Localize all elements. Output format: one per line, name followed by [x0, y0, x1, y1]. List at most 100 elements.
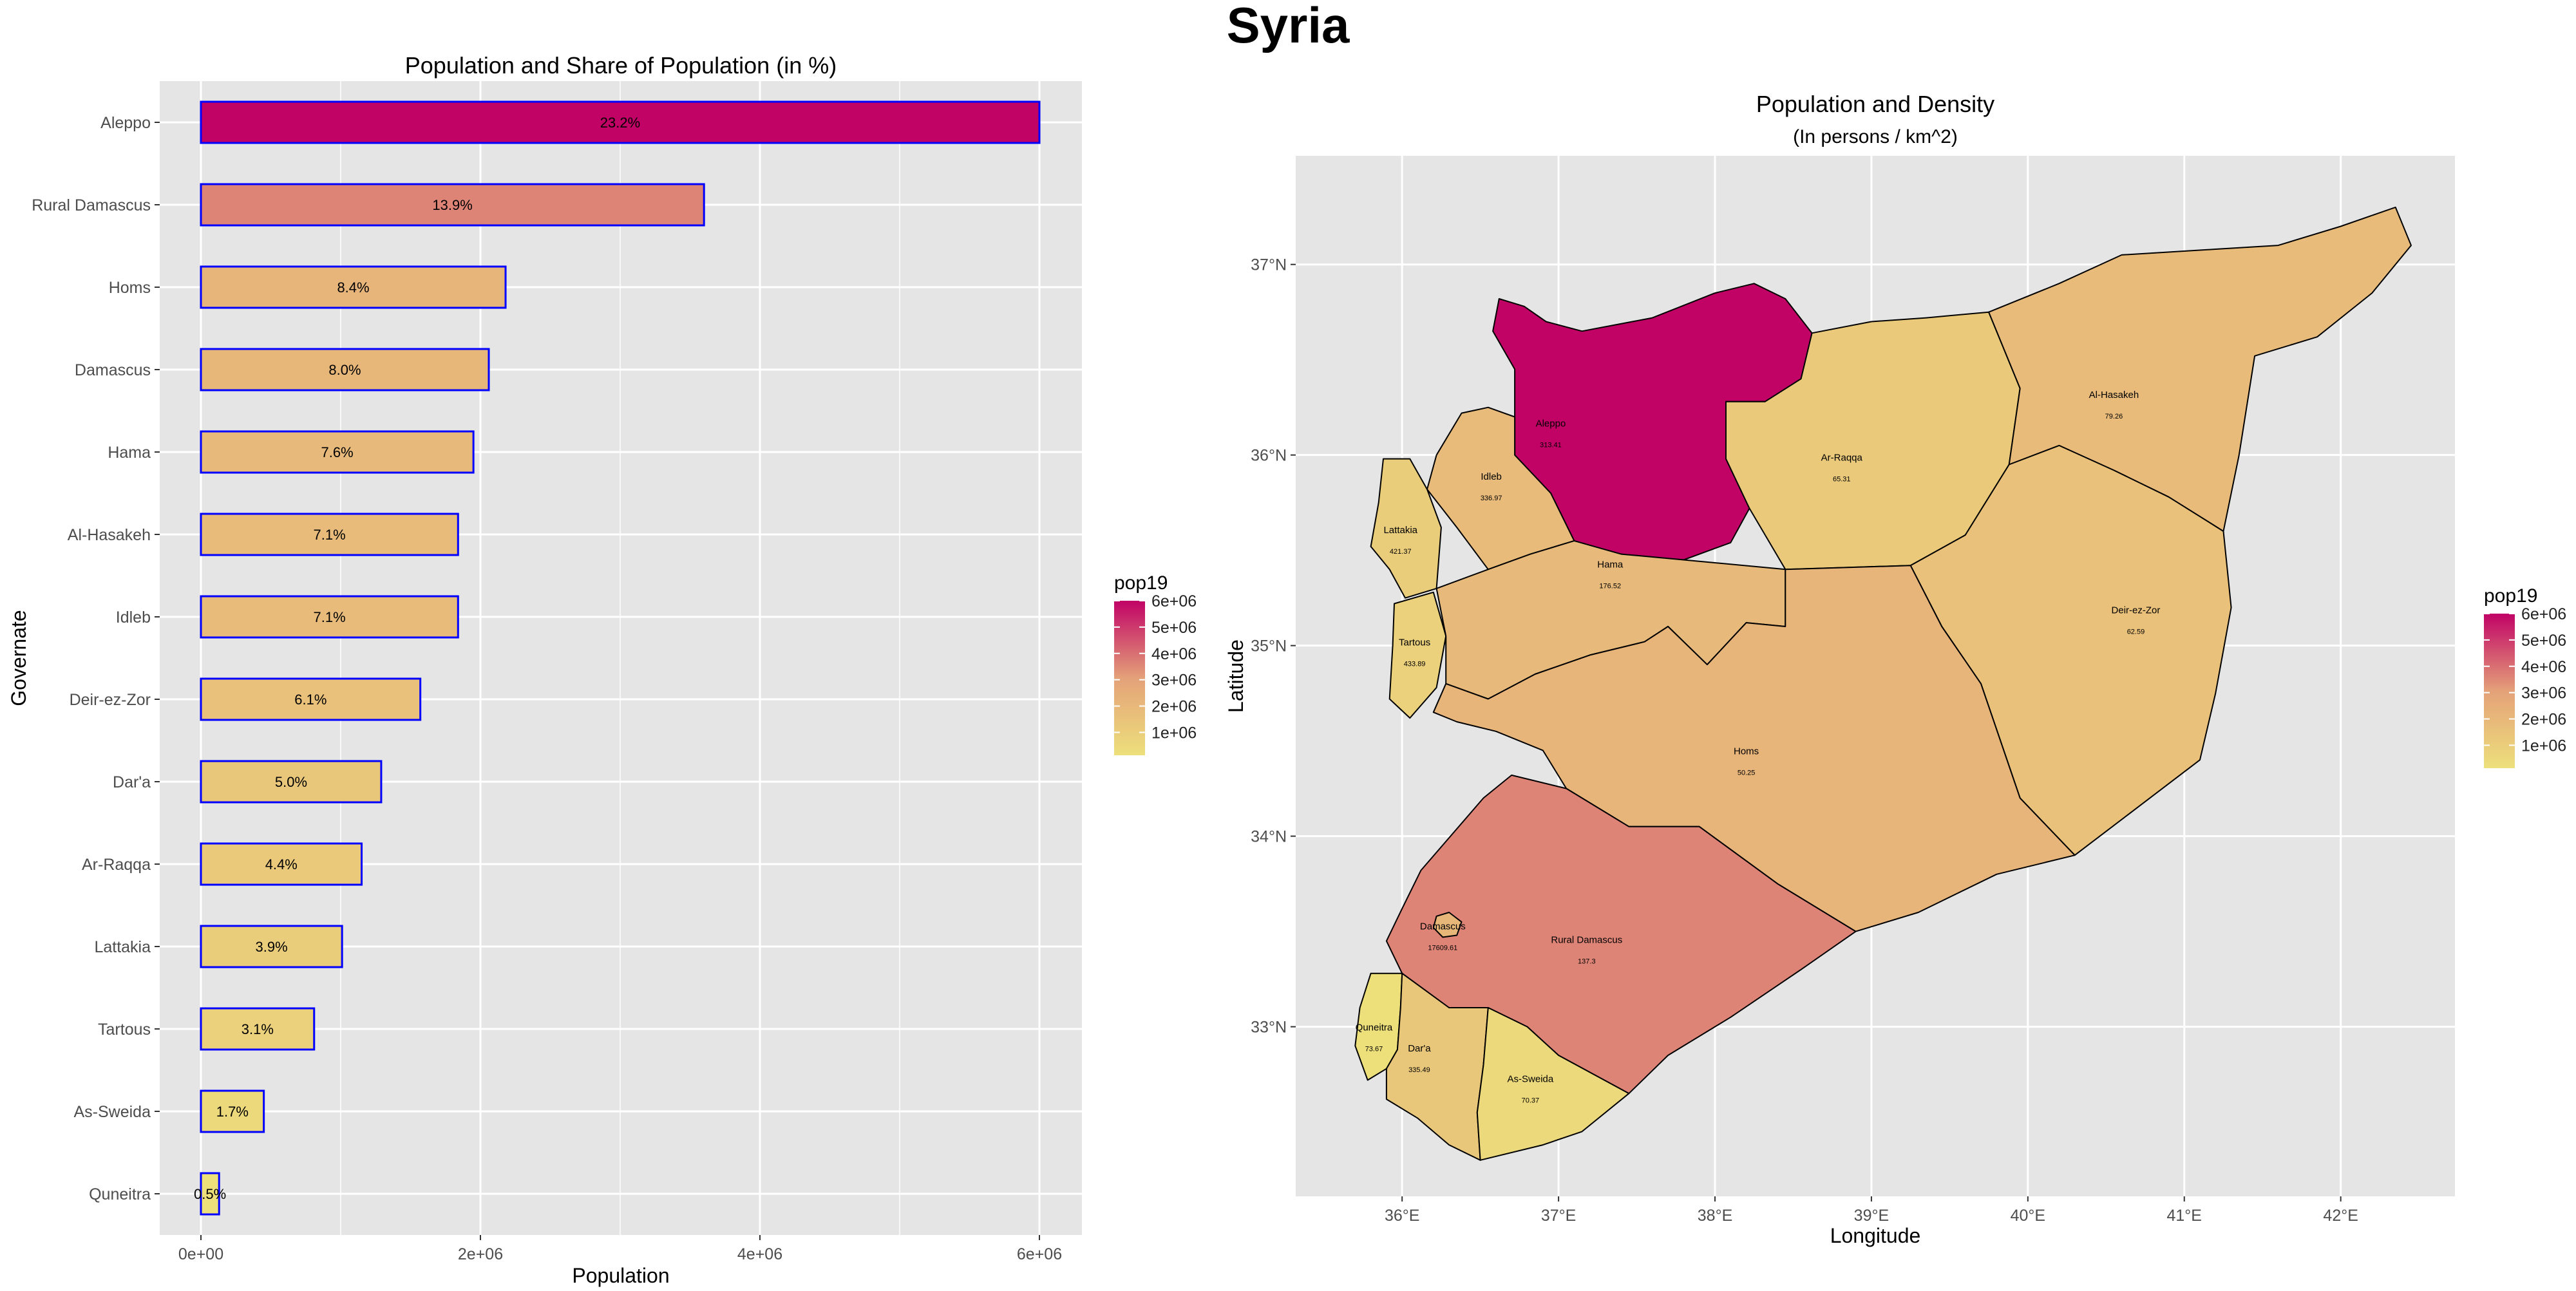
region-name-label: Dar'a	[1408, 1043, 1431, 1054]
map-x-tick-label: 41°E	[2167, 1207, 2202, 1225]
map-y-tick-label: 35°N	[1251, 637, 1287, 655]
region-density-label: 17609.61	[1428, 945, 1457, 952]
legend-title: pop19	[2484, 585, 2537, 607]
y-tick-label: As-Sweida	[74, 1103, 151, 1121]
region-name-label: As-Sweida	[1508, 1073, 1554, 1084]
bar-chart-panel	[160, 81, 1082, 1235]
map-chart: Population and Density (In persons / km^2…	[1224, 91, 2455, 1247]
region-density-label: 176.52	[1599, 582, 1621, 590]
bar-8	[200, 760, 383, 804]
legend-tick-label: 6e+06	[2521, 605, 2566, 623]
legend-tick-label: 3e+06	[2521, 684, 2566, 702]
bar-data-label: 13.9%	[432, 197, 472, 213]
bar-2	[200, 265, 507, 309]
x-tick-label: 2e+06	[458, 1245, 503, 1263]
bar-data-label: 0.5%	[194, 1186, 226, 1202]
legend-tick-label: 1e+06	[2521, 737, 2566, 755]
bar-0	[200, 100, 1041, 144]
y-tick-label: Aleppo	[100, 114, 151, 132]
bar-data-label: 8.4%	[337, 279, 369, 296]
legend-tick-label: 3e+06	[1151, 672, 1197, 690]
y-tick-label: Idleb	[116, 608, 151, 627]
bar-1	[200, 183, 705, 227]
y-tick-label: Homs	[109, 279, 151, 297]
legend: pop19 1e+06 2e+06 3e+06 4e+06 5e+06 6e+06	[2484, 585, 2566, 768]
region-name-label: Quneitra	[1356, 1022, 1393, 1033]
bar-4	[200, 430, 475, 474]
map-subtitle: (In persons / km^2)	[1793, 126, 1958, 147]
region-density-label: 70.37	[1522, 1097, 1540, 1104]
y-tick-label: Rural Damascus	[32, 196, 151, 214]
map-x-tick-label: 39°E	[1854, 1207, 1889, 1225]
region-name-label: Idleb	[1481, 471, 1502, 482]
bar-7	[200, 677, 422, 721]
region-as-sweida	[1476, 1007, 1630, 1161]
y-tick-label: Dar'a	[113, 773, 151, 791]
x-tick-label: 4e+06	[737, 1245, 782, 1263]
region-rural-damascus	[1385, 774, 1857, 1095]
region-name-label: Aleppo	[1536, 418, 1566, 429]
bar-data-label: 7.1%	[314, 609, 346, 625]
bar-data-label: 4.4%	[265, 856, 298, 872]
legend-tick-label: 2e+06	[2521, 711, 2566, 729]
map-regions	[1354, 206, 2412, 1161]
region-density-label: 50.25	[1738, 769, 1756, 777]
y-tick-label: Hama	[108, 444, 151, 462]
legend-title: pop19	[1114, 572, 1168, 594]
region-name-label: Deir-ez-Zor	[2112, 605, 2161, 616]
region-density-label: 421.37	[1390, 548, 1412, 556]
bar-y-axis-label: Governate	[7, 610, 30, 706]
bar-11	[200, 1007, 316, 1051]
region-density-label: 65.31	[1833, 476, 1851, 484]
figure-title: Syria	[1226, 0, 1350, 53]
bar-10	[200, 925, 343, 968]
map-x-tick-label: 37°E	[1541, 1207, 1576, 1225]
region-density-label: 137.3	[1578, 957, 1596, 965]
bar-data-label: 7.6%	[321, 444, 353, 460]
legend-tick-label: 1e+06	[1151, 724, 1197, 742]
region-name-label: Ar-Raqqa	[1821, 453, 1863, 464]
bar-data-label: 23.2%	[600, 115, 640, 131]
x-tick-label: 6e+06	[1017, 1245, 1062, 1263]
map-x-tick-label: 36°E	[1385, 1207, 1419, 1225]
region-name-label: Tartous	[1399, 637, 1430, 648]
region-lattakia	[1370, 458, 1442, 599]
map-y-tick-label: 34°N	[1251, 828, 1287, 846]
y-tick-label: Damascus	[75, 361, 151, 379]
map-title: Population and Density	[1756, 91, 1994, 117]
region-name-label: Homs	[1734, 746, 1759, 757]
bar-12	[200, 1089, 265, 1133]
y-tick-label: Al-Hasakeh	[68, 526, 151, 544]
legend-tick-label: 6e+06	[1151, 592, 1197, 610]
bar-chart: Population and Share of Population (in %…	[7, 52, 1082, 1287]
map-x-axis-label: Longitude	[1830, 1224, 1921, 1247]
bar-data-label: 3.9%	[256, 939, 288, 955]
map-x-tick-label: 38°E	[1698, 1207, 1732, 1225]
legend-tick-label: 2e+06	[1151, 698, 1197, 716]
legend-tick-label: 5e+06	[1151, 619, 1197, 637]
region-name-label: Damascus	[1420, 921, 1466, 932]
region-density-label: 62.59	[2127, 628, 2145, 636]
bar-x-axis-label: Population	[572, 1264, 669, 1287]
region-name-label: Hama	[1597, 559, 1624, 570]
map-y-tick-label: 33°N	[1251, 1019, 1287, 1037]
legend: pop19 1e+06 2e+06 3e+06 4e+06 5e+06 6e+06	[1114, 572, 1197, 755]
bar-9	[200, 842, 363, 886]
region-name-label: Rural Damascus	[1551, 934, 1622, 945]
region-density-label: 433.89	[1404, 661, 1426, 668]
y-tick-label: Quneitra	[89, 1185, 151, 1203]
map-y-tick-label: 36°N	[1251, 447, 1287, 465]
y-tick-label: Ar-Raqqa	[82, 856, 151, 874]
y-tick-label: Tartous	[98, 1021, 151, 1039]
bar-3	[200, 348, 490, 391]
region-density-label: 313.41	[1540, 441, 1562, 449]
bar-data-label: 3.1%	[242, 1021, 274, 1037]
region-name-label: Al-Hasakeh	[2089, 390, 2139, 400]
bar-data-label: 1.7%	[216, 1104, 249, 1120]
region-tartous	[1388, 591, 1447, 719]
bar-data-label: 6.1%	[294, 692, 327, 708]
region-name-label: Lattakia	[1383, 525, 1417, 536]
bar-data-label: 8.0%	[328, 362, 361, 378]
